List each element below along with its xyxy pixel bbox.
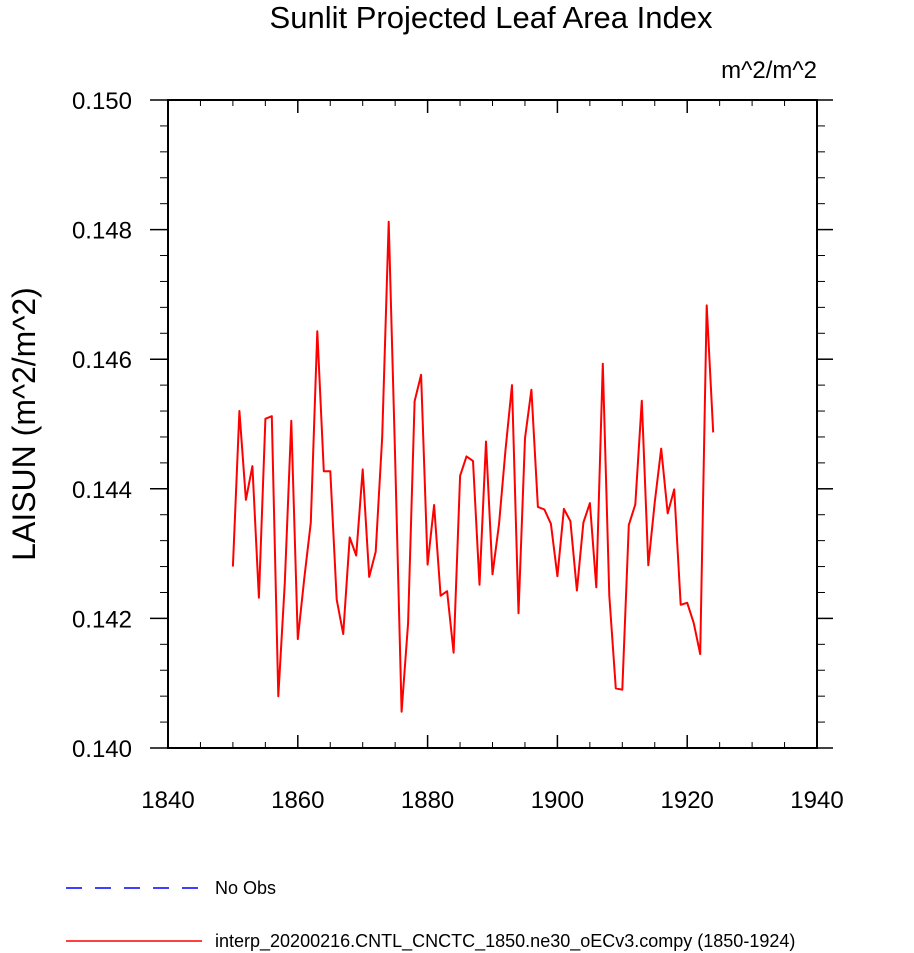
y-tick-label: 0.148 <box>72 218 132 245</box>
y-tick-label: 0.142 <box>72 606 132 633</box>
x-tick-label: 1840 <box>141 787 194 814</box>
legend-label-model: interp_20200216.CNTL_CNCTC_1850.ne30_oEC… <box>215 931 795 952</box>
y-tick-label: 0.146 <box>72 347 132 374</box>
series-layer <box>231 220 715 713</box>
units-label: m^2/m^2 <box>721 57 817 84</box>
x-tick-label: 1940 <box>790 787 843 814</box>
legend: No Obs interp_20200216.CNTL_CNCTC_1850.n… <box>66 878 795 952</box>
x-axis: 1840 1860 1880 1900 1920 1940 <box>141 100 844 814</box>
x-tick-label: 1900 <box>531 787 584 814</box>
chart-title: Sunlit Projected Leaf Area Index <box>270 0 713 35</box>
y-tick-label: 0.140 <box>72 736 132 763</box>
x-tick-label: 1860 <box>271 787 324 814</box>
y-axis: 0.140 0.142 0.144 0.146 0.148 0.150 <box>72 88 833 763</box>
x-tick-label: 1880 <box>401 787 454 814</box>
y-axis-label: LAISUN (m^2/m^2) <box>6 287 42 561</box>
legend-label-no-obs: No Obs <box>215 878 276 898</box>
series-line-1 <box>231 220 715 713</box>
x-tick-label: 1920 <box>661 787 714 814</box>
y-tick-label: 0.150 <box>72 88 132 115</box>
y-tick-label: 0.144 <box>72 477 132 504</box>
